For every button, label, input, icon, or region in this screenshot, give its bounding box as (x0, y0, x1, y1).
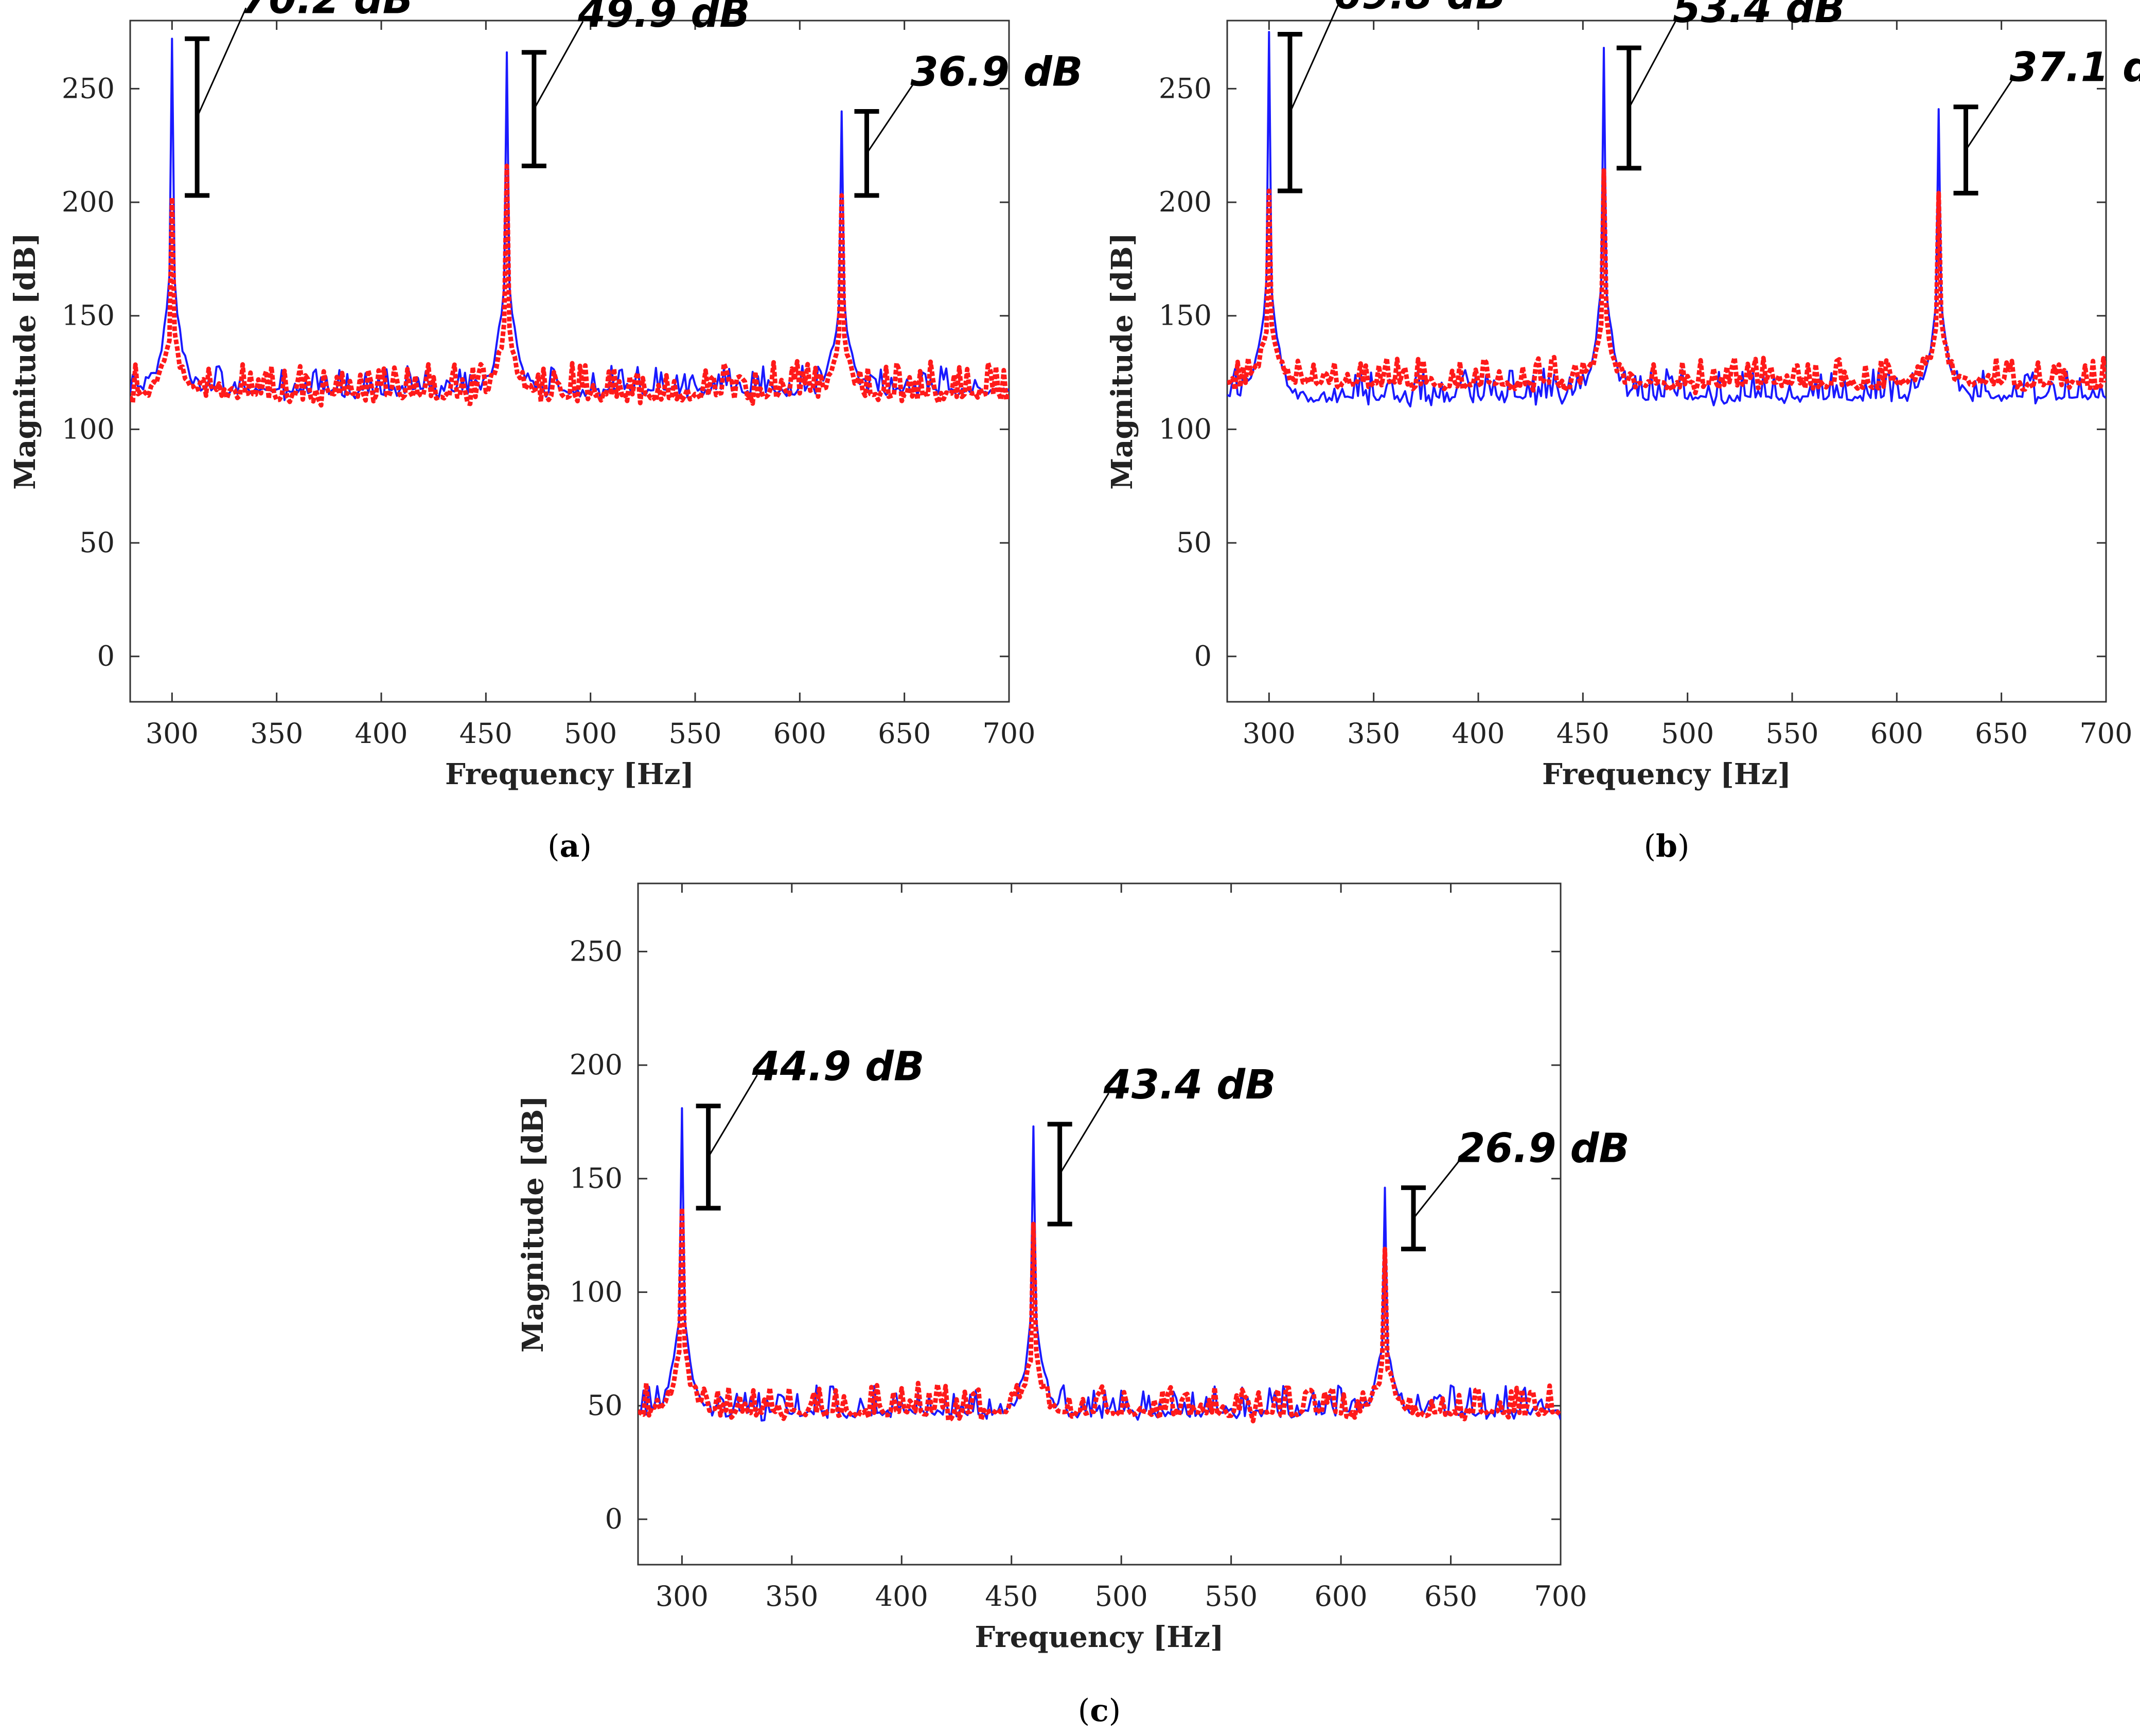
series-blue-line (130, 38, 1009, 401)
y-axis-label: Magnitude [dB] (1105, 233, 1139, 490)
x-tick-label: 400 (875, 1580, 928, 1613)
y-tick-label: 150 (1159, 299, 1212, 332)
y-tick-label: 100 (570, 1276, 623, 1308)
y-tick-label: 250 (62, 72, 115, 104)
x-tick-label: 350 (250, 717, 303, 750)
plot-frame (1226, 20, 2107, 703)
peak-annotation: 36.9 dB (854, 49, 1083, 198)
x-tick-label: 550 (1765, 717, 1818, 750)
x-tick-label: 350 (1347, 717, 1400, 750)
annotation-label: 26.9 dB (1457, 1125, 1630, 1172)
annotation-leader (1412, 1156, 1463, 1219)
x-tick-label: 650 (1424, 1580, 1477, 1613)
panel-caption-letter: c (1090, 1693, 1109, 1729)
y-tick-label: 200 (1159, 186, 1212, 218)
annotation-leader (196, 7, 247, 118)
x-tick-label: 600 (1870, 717, 1923, 750)
peak-annotation: 70.2 dB (185, 0, 413, 198)
panel-caption: (b) (1644, 828, 1690, 864)
annotation-leader (1289, 3, 1340, 113)
annotation-label: 44.9 dB (752, 1044, 925, 1090)
chart-c: 300 350 400 450 500 550 600 650 700 0 50 100 150 200 2… (516, 882, 1630, 1729)
annotation-label: 49.9 dB (577, 0, 750, 37)
peak-annotation: 49.9 dB (521, 0, 750, 168)
x-tick-label: 600 (1315, 1580, 1368, 1613)
x-tick-label: 450 (1557, 717, 1610, 750)
x-tick-label: 500 (564, 717, 617, 750)
panel-caption: (a) (547, 828, 592, 864)
series-red-line (638, 1206, 1561, 1424)
y-tick-label: 100 (62, 413, 115, 445)
annotation-label: 36.9 dB (910, 49, 1083, 96)
y-tick-label: 100 (1159, 413, 1212, 445)
peak-annotation: 53.4 dB (1616, 0, 1845, 171)
annotation-leader (1965, 75, 2015, 151)
x-tick-label: 500 (1095, 1580, 1148, 1613)
x-tick-label: 400 (1452, 717, 1505, 750)
x-tick-label: 350 (765, 1580, 818, 1613)
y-tick-label: 0 (97, 640, 115, 672)
y-tick-label: 50 (587, 1389, 623, 1422)
y-tick-label: 0 (605, 1503, 623, 1535)
x-tick-label: 300 (1243, 717, 1296, 750)
x-tick-label: 700 (2079, 717, 2132, 750)
x-tick-label: 700 (982, 717, 1035, 750)
peak-annotation: 69.8 dB (1278, 0, 1506, 193)
panel-caption-letter: b (1656, 828, 1677, 864)
chart-b: 300 350 400 450 500 550 600 650 700 0 50 100 150 200 2… (1105, 0, 2140, 864)
x-tick-label: 450 (459, 717, 512, 750)
annotation-leader (1059, 1093, 1109, 1175)
y-axis-label: Magnitude [dB] (516, 1095, 550, 1353)
peak-annotation: 26.9 dB (1401, 1125, 1630, 1252)
x-tick-label: 550 (668, 717, 721, 750)
y-tick-label: 200 (62, 186, 115, 218)
x-tick-label: 450 (985, 1580, 1038, 1613)
x-tick-label: 400 (355, 717, 408, 750)
x-axis-label: Frequency [Hz] (1542, 757, 1791, 791)
annotation-leader (708, 1074, 758, 1158)
y-tick-label: 150 (62, 299, 115, 332)
y-tick-label: 200 (570, 1049, 623, 1081)
y-axis-label: Magnitude [dB] (8, 233, 42, 490)
series-red-line (130, 164, 1009, 408)
x-tick-label: 650 (1975, 717, 2028, 750)
x-tick-label: 300 (146, 717, 199, 750)
x-tick-label: 700 (1534, 1580, 1587, 1613)
annotation-leader (533, 21, 584, 110)
y-tick-label: 250 (1159, 72, 1212, 104)
peak-annotation: 43.4 dB (1047, 1062, 1276, 1227)
y-tick-label: 0 (1194, 640, 1212, 672)
peak-annotation: 44.9 dB (696, 1044, 925, 1211)
y-tick-label: 250 (570, 935, 623, 967)
annotation-label: 70.2 dB (241, 0, 413, 23)
annotation-label: 53.4 dB (1673, 0, 1845, 32)
annotation-label: 69.8 dB (1334, 0, 1506, 18)
x-tick-label: 650 (878, 717, 931, 750)
plot-frame (637, 882, 1562, 1566)
plot-frame (129, 20, 1010, 703)
panel-caption: (c) (1078, 1693, 1121, 1729)
series-red-line (1227, 168, 2106, 396)
x-tick-label: 600 (773, 717, 826, 750)
y-tick-label: 50 (1176, 526, 1212, 559)
annotation-label: 43.4 dB (1103, 1062, 1276, 1108)
x-tick-label: 500 (1661, 717, 1714, 750)
peak-annotation: 37.1 dB (1953, 45, 2140, 196)
series-blue-line (638, 1107, 1561, 1422)
x-tick-label: 550 (1205, 1580, 1258, 1613)
x-tick-label: 300 (656, 1580, 709, 1613)
annotation-label: 37.1 dB (2010, 45, 2140, 91)
y-tick-label: 150 (570, 1162, 623, 1195)
x-axis-label: Frequency [Hz] (445, 757, 694, 791)
series-blue-line (1227, 31, 2106, 408)
x-axis-label: Frequency [Hz] (975, 1620, 1224, 1654)
chart-a: 300 350 400 450 500 550 600 650 700 0 50 100 150 200 2… (8, 0, 1083, 864)
y-tick-label: 50 (79, 526, 115, 559)
panel-caption-letter: a (560, 828, 580, 864)
annotation-leader (1628, 16, 1679, 109)
annotation-leader (866, 80, 916, 154)
